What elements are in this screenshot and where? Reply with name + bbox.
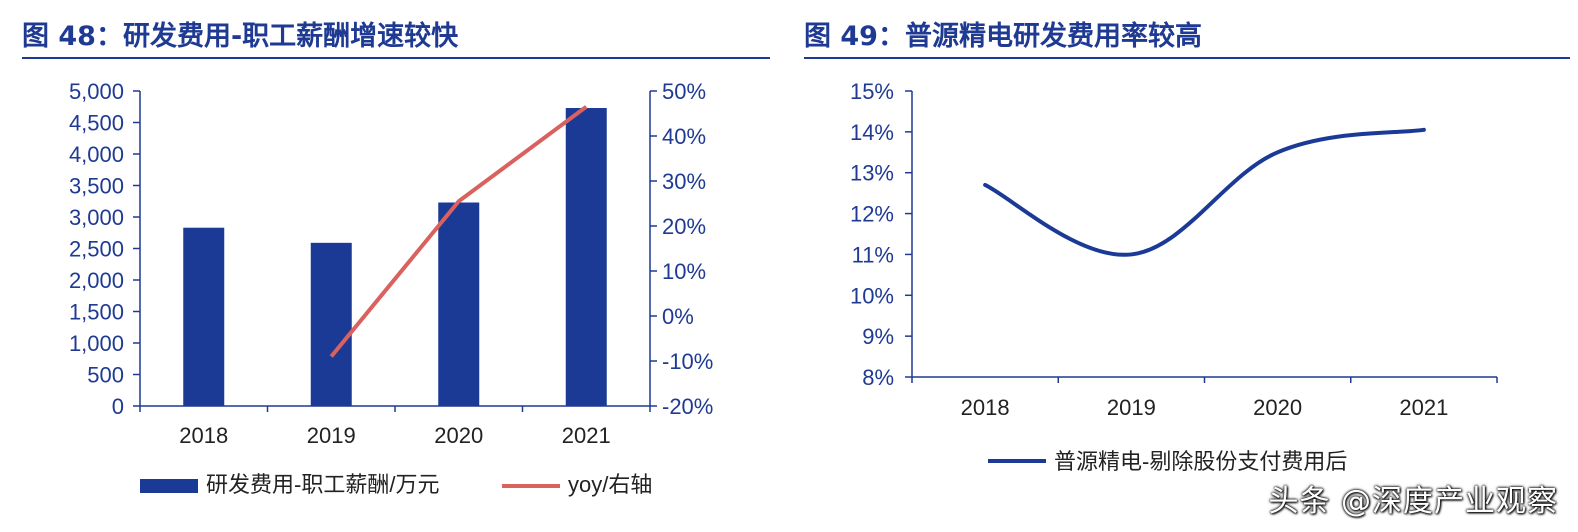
x-tick-label: 2021: [562, 423, 611, 448]
y-tick-label: 12%: [850, 202, 894, 227]
y-tick-label-right: -10%: [662, 349, 713, 374]
y-tick-label: 15%: [850, 79, 894, 104]
chart-panel-rd-ratio: 图 49：普源精电研发费用率较高 8% 9% 10% 11% 12% 13% 14% 15% 2…: [800, 0, 1578, 532]
x-tick-label: 2019: [1107, 395, 1156, 420]
bar-2018: [183, 227, 225, 406]
bar-2020: [438, 202, 480, 406]
y-tick-label-right: 50%: [662, 79, 706, 104]
chart-title: 图 48：研发费用-职工薪酬增速较快: [22, 21, 459, 52]
y-tick-label-left: 4,000: [69, 142, 124, 167]
bar-2021: [565, 108, 607, 406]
chart-panel-rd-salary: 图 48：研发费用-职工薪酬增速较快 0 500 1,000 1,500 2,000 2,…: [0, 0, 780, 532]
y-tick-label-right: 20%: [662, 214, 706, 239]
title-divider: [804, 57, 1570, 59]
y-tick-label-right: 10%: [662, 259, 706, 284]
y-tick-label-left: 1,500: [69, 300, 124, 325]
bar-line-chart: 0 500 1,000 1,500 2,000 2,500 3,000 3,500 4,000 4…: [69, 79, 713, 497]
y-tick-label-left: 5,000: [69, 79, 124, 104]
y-tick-label-right: -20%: [662, 394, 713, 419]
y-tick-label-left: 500: [87, 363, 124, 388]
x-tick-label: 2019: [307, 423, 356, 448]
x-tick-label: 2021: [1399, 395, 1448, 420]
legend-label: 普源精电-剔除股份支付费用后: [1054, 449, 1347, 474]
y-tick-label-left: 2,500: [69, 237, 124, 262]
title-divider: [22, 57, 770, 59]
line-chart: 8% 9% 10% 11% 12% 13% 14% 15% 2018 2019 2020 2021 普源…: [850, 79, 1498, 474]
y-tick-label-left: 1,000: [69, 331, 124, 356]
series-line: [983, 127, 1426, 257]
legend-label-bar: 研发费用-职工薪酬/万元: [206, 472, 439, 497]
legend-swatch-bar: [140, 479, 198, 493]
watermark: 头条 @深度产业观察: [1268, 484, 1558, 519]
y-tick-label-right: 0%: [662, 304, 694, 329]
y-tick-label: 14%: [850, 120, 894, 145]
legend-label-line: yoy/右轴: [568, 472, 652, 497]
chart-title: 图 49：普源精电研发费用率较高: [804, 21, 1202, 52]
x-tick-label: 2018: [179, 423, 228, 448]
y-tick-label-left: 3,000: [69, 205, 124, 230]
y-tick-label-left: 4,500: [69, 111, 124, 136]
x-tick-label: 2020: [434, 423, 483, 448]
y-tick-label: 13%: [850, 161, 894, 186]
y-tick-label-right: 40%: [662, 124, 706, 149]
y-tick-label-right: 30%: [662, 169, 706, 194]
y-tick-label-left: 3,500: [69, 174, 124, 199]
x-tick-label: 2018: [961, 395, 1010, 420]
y-tick-label: 9%: [862, 324, 894, 349]
y-tick-label: 8%: [862, 365, 894, 390]
y-tick-label-left: 2,000: [69, 268, 124, 293]
y-tick-label-left: 0: [112, 394, 124, 419]
y-tick-label: 10%: [850, 283, 894, 308]
y-tick-label: 11%: [852, 242, 894, 267]
bar-2019: [310, 242, 352, 406]
x-tick-label: 2020: [1253, 395, 1302, 420]
